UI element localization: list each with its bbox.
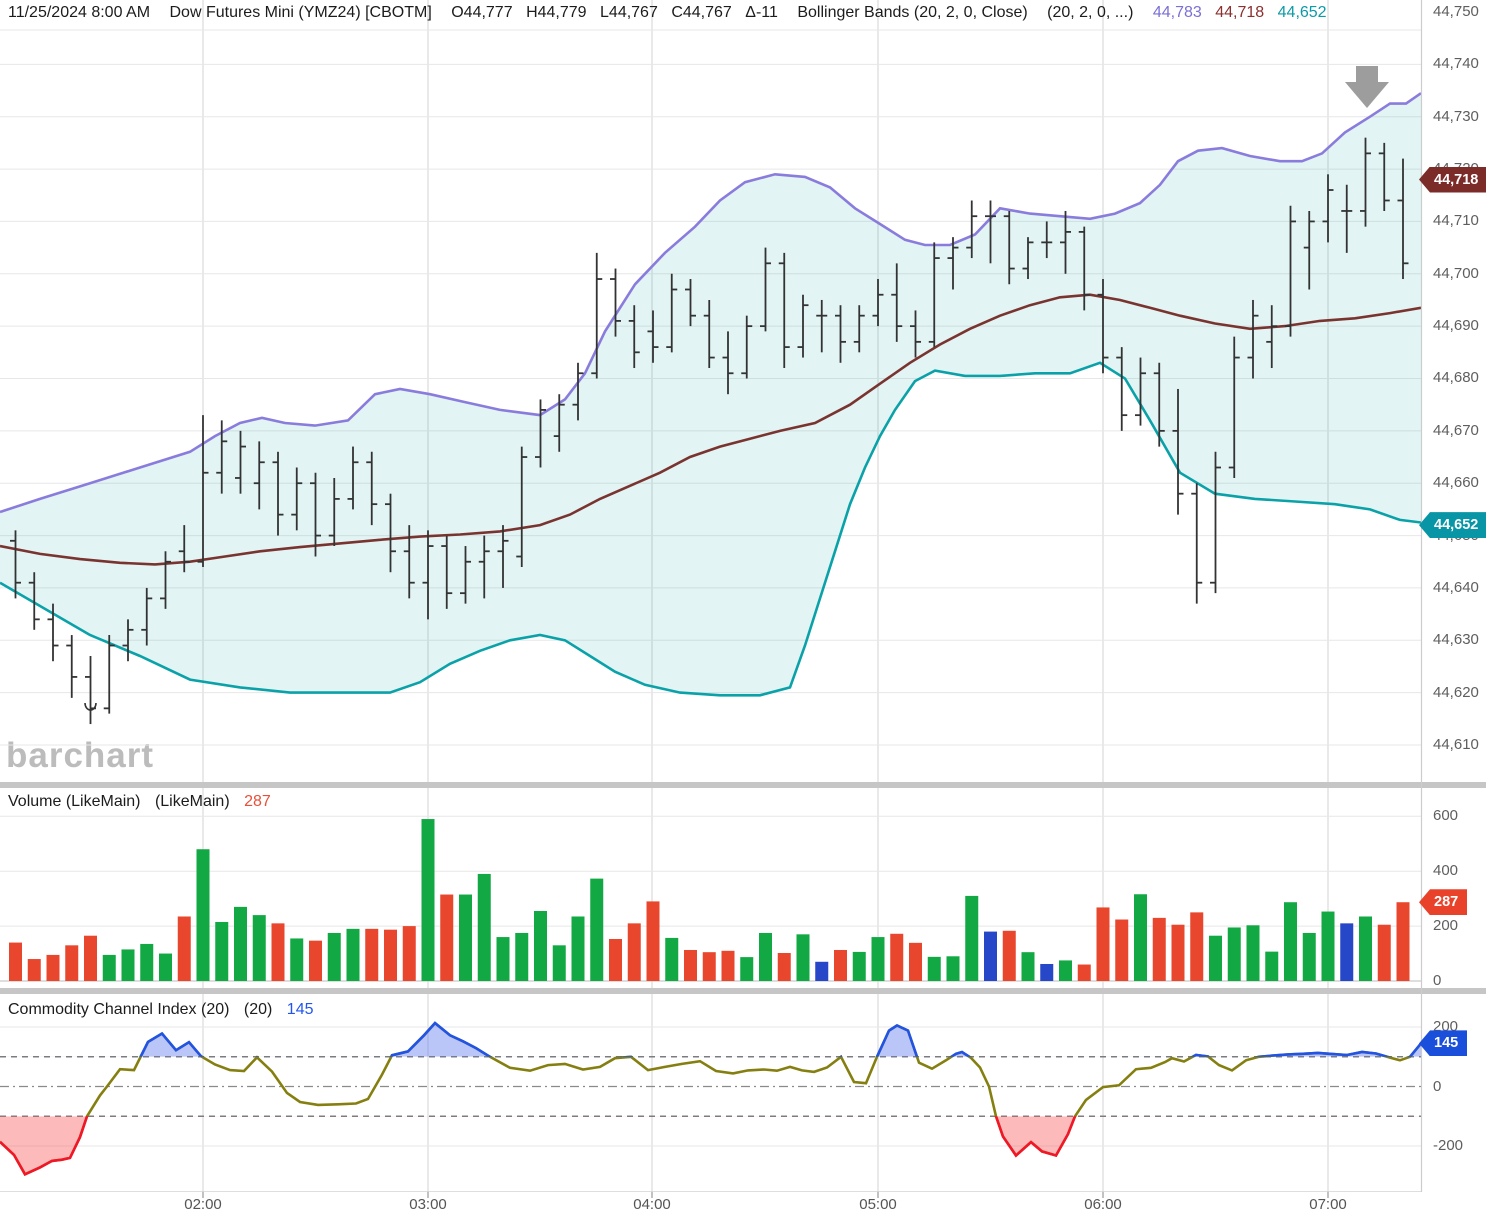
price-tick-label: 44,610 [1433, 735, 1479, 753]
cci-tick-label: 0 [1433, 1077, 1442, 1095]
bb-middle-badge: 44,718 [1419, 166, 1486, 193]
time-tick-label: 07:00 [1309, 1196, 1347, 1213]
volume-tick-label: 600 [1433, 807, 1459, 825]
price-tick-label: 44,710 [1433, 212, 1479, 230]
time-tick-label: 03:00 [409, 1196, 447, 1213]
bb-middle-value: 44,718 [1215, 4, 1265, 21]
time-tick-label: 06:00 [1084, 1196, 1122, 1213]
volume-tick-label: 200 [1433, 917, 1459, 935]
bb-lower-badge: 44,652 [1419, 512, 1486, 539]
volume-chart-area[interactable] [0, 790, 1421, 986]
time-tick-label: 04:00 [633, 1196, 671, 1213]
bb-lower-value: 44,652 [1277, 4, 1327, 21]
barchart-watermark: barchart [6, 736, 155, 775]
quote-timestamp: 11/25/2024 8:00 AM [8, 4, 151, 21]
quote-change: Δ-11 [745, 4, 778, 21]
quote-low: L44,767 [600, 4, 658, 21]
cci-current-value: 145 [286, 1001, 314, 1018]
price-tick-label: 44,670 [1433, 421, 1479, 439]
price-tick-label: 44,620 [1433, 683, 1479, 701]
scroll-to-latest-arrow-icon[interactable] [1343, 64, 1391, 115]
price-tick-label: 44,690 [1433, 317, 1479, 335]
price-chart-area[interactable] [0, 32, 1421, 782]
indicator-bollinger-label: Bollinger Bands (20, 2, 0, Close) [797, 4, 1028, 21]
cci-chart-area[interactable] [0, 999, 1421, 1192]
volume-title-sub: (LikeMain) [154, 793, 230, 810]
volume-panel-title: Volume (LikeMain) (LikeMain) 287 [8, 793, 271, 811]
price-tick-label: 44,750 [1433, 3, 1479, 20]
price-tick-label: 44,700 [1433, 264, 1479, 282]
quote-open: O44,777 [451, 4, 513, 21]
cci-title-sub: (20) [243, 1001, 273, 1018]
volume-tick-label: 0 [1433, 972, 1442, 989]
price-tick-label: 44,640 [1433, 578, 1479, 596]
time-tick-label: 02:00 [184, 1196, 222, 1213]
indicator-params-label: (20, 2, 0, ...) [1047, 4, 1134, 21]
volume-title-label: Volume (LikeMain) [8, 793, 141, 810]
price-tick-label: 44,730 [1433, 107, 1479, 125]
chart-header: 11/25/2024 8:00 AM Dow Futures Mini (YMZ… [8, 4, 1327, 22]
cci-panel-title: Commodity Channel Index (20) (20) 145 [8, 1001, 314, 1019]
volume-current-value: 287 [244, 793, 271, 810]
cci-title-label: Commodity Channel Index (20) [8, 1001, 230, 1018]
price-tick-label: 44,630 [1433, 631, 1479, 649]
quote-close: C44,767 [671, 4, 732, 21]
quote-high: H44,779 [526, 4, 587, 21]
time-axis[interactable] [0, 1192, 1421, 1226]
volume-badge: 287 [1419, 889, 1468, 916]
cci-tick-label: -200 [1433, 1137, 1464, 1154]
symbol-title: Dow Futures Mini (YMZ24) [CBOTM] [169, 4, 432, 21]
volume-tick-label: 400 [1433, 862, 1459, 880]
time-tick-label: 05:00 [859, 1196, 897, 1213]
price-tick-label: 44,740 [1433, 55, 1479, 73]
cci-badge: 145 [1419, 1030, 1468, 1057]
bb-upper-value: 44,783 [1152, 4, 1202, 21]
price-tick-label: 44,680 [1433, 369, 1479, 387]
price-tick-label: 44,660 [1433, 474, 1479, 492]
